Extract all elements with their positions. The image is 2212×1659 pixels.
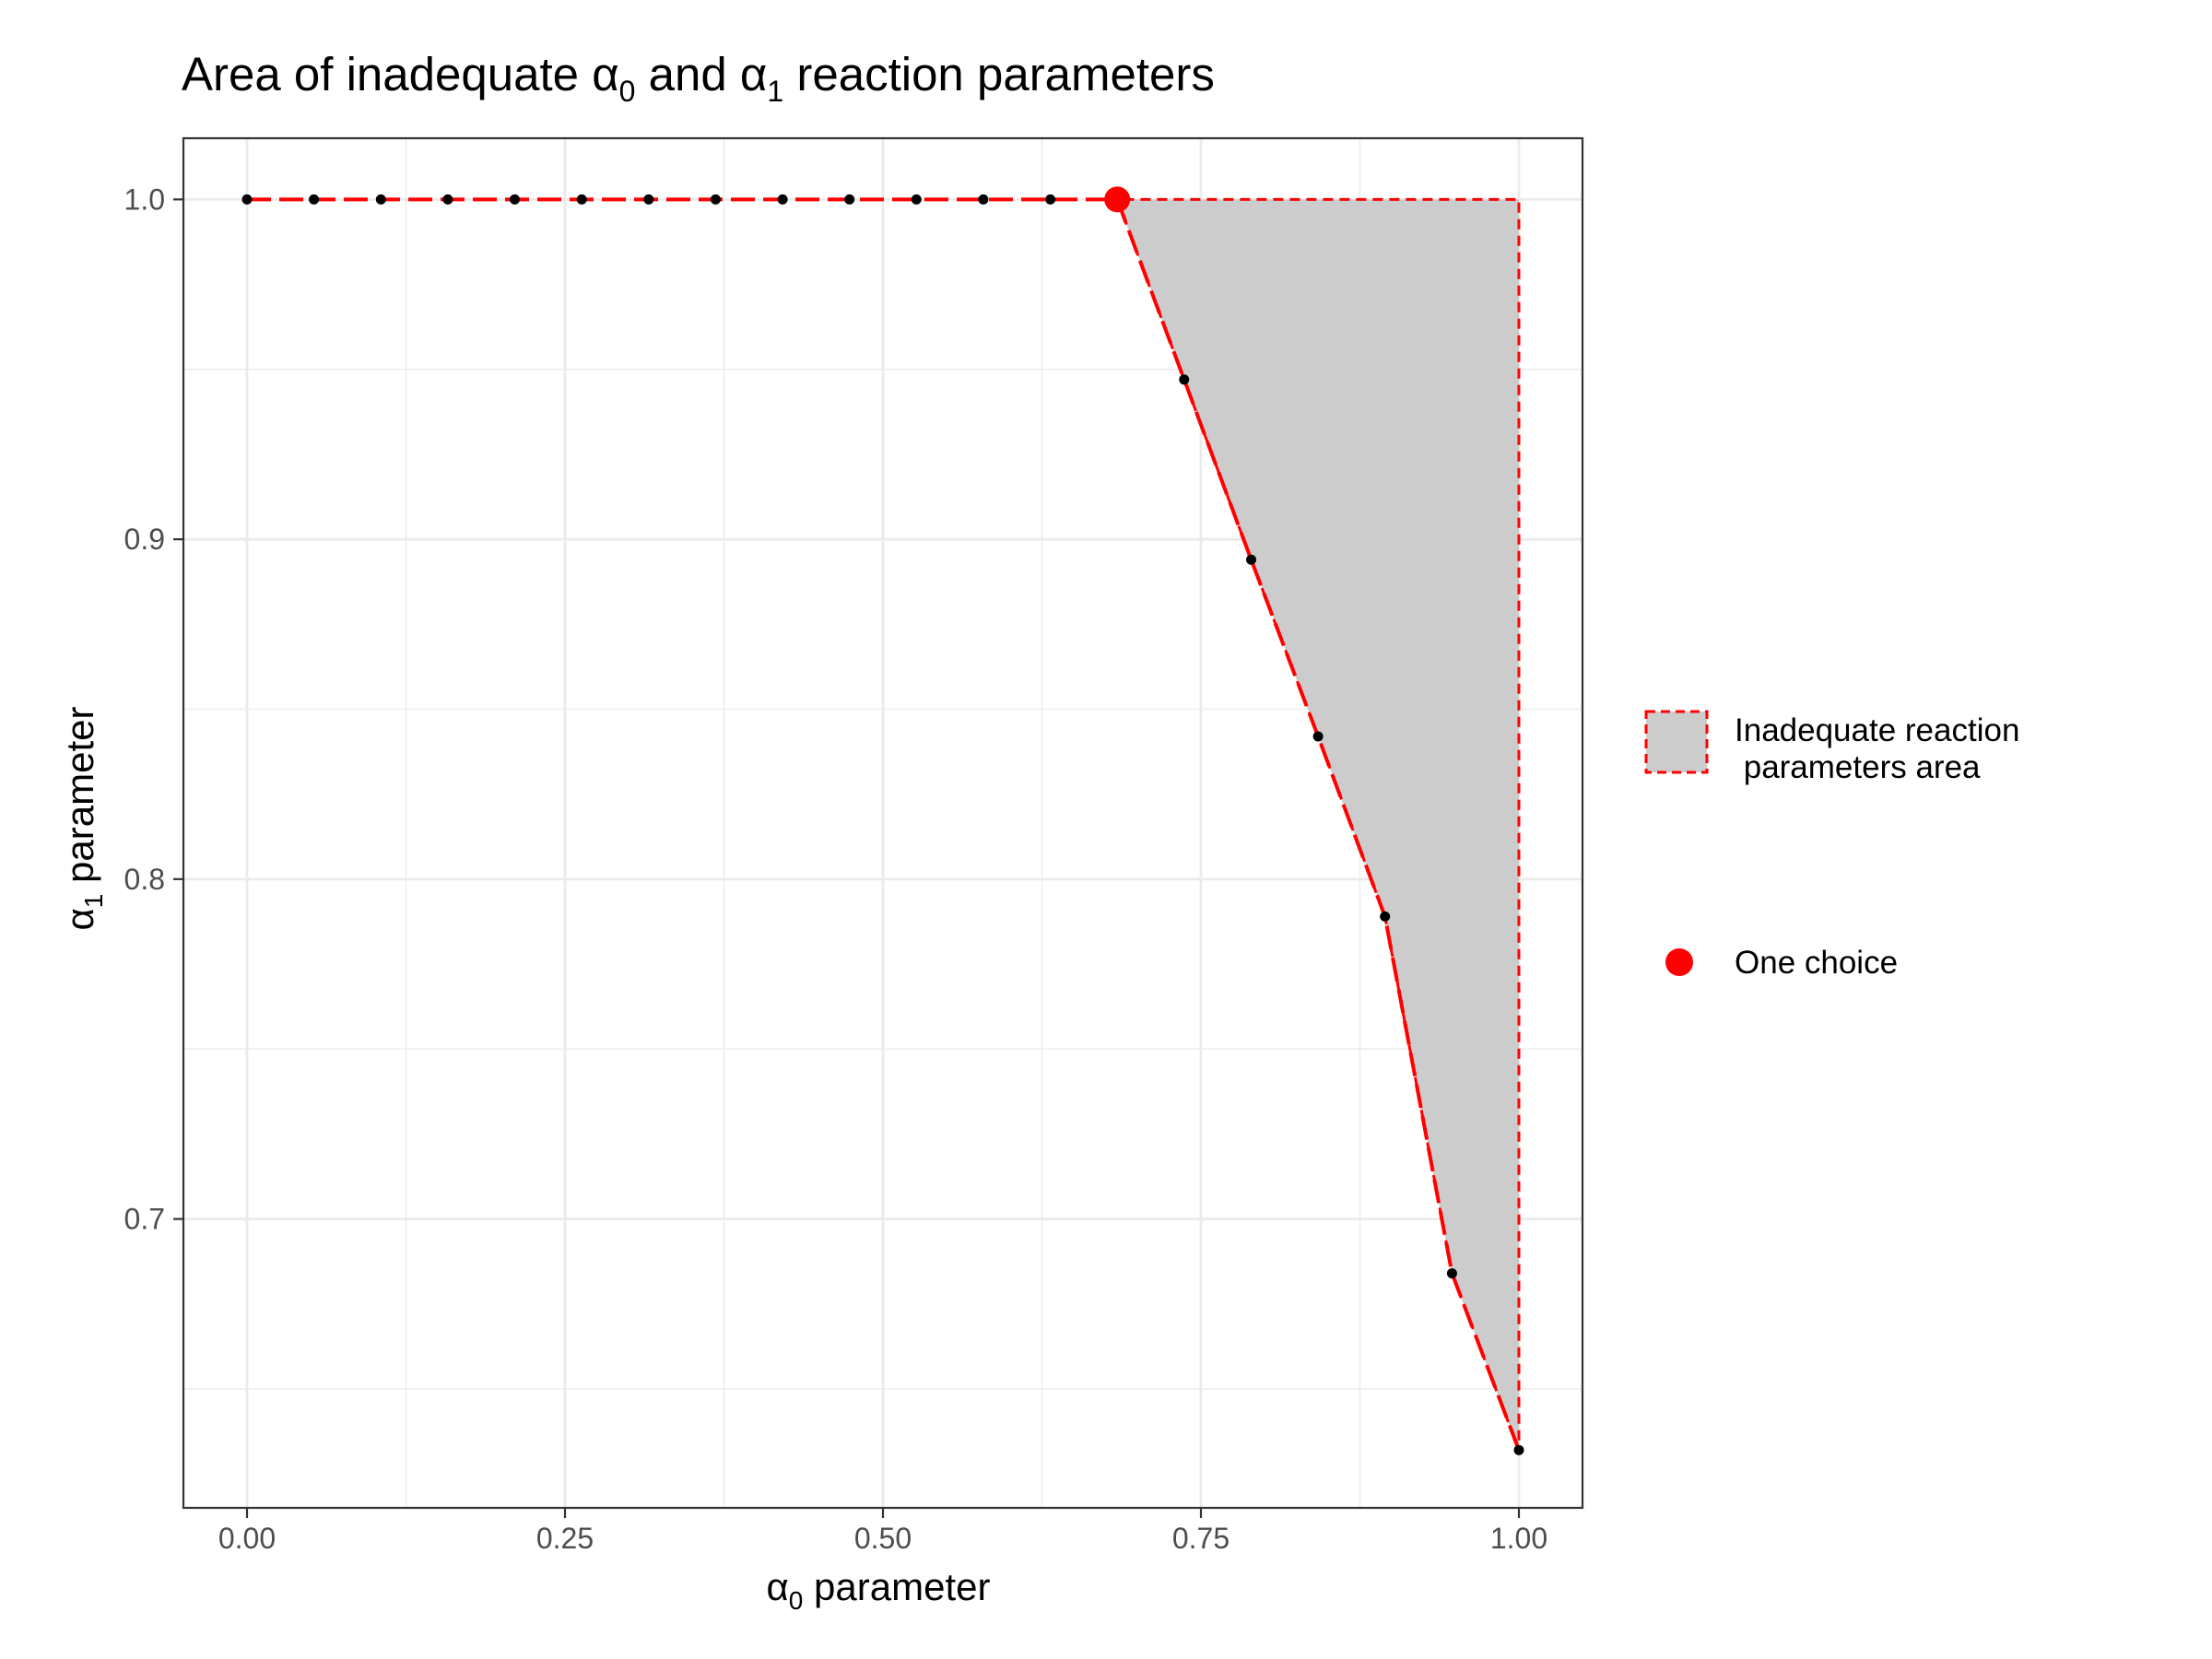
boundary-point [710,194,721,205]
boundary-point [1179,374,1190,385]
boundary-line-layer [247,197,1521,1452]
boundary-point [1312,731,1324,742]
boundary-point [442,194,453,205]
x-axis-title: α0 parameter [767,1565,991,1615]
plot-panel [182,136,1584,1510]
y-tick-label: 1.0 [124,182,165,216]
boundary-point [1513,1444,1524,1455]
x-tick-label: 0.50 [854,1522,912,1555]
boundary-point [844,194,855,205]
chart-title: Area of inadequate α0 and α1 reaction pa… [182,48,1215,108]
x-axis: 0.00 0.25 0.50 0.75 1.00 [218,1508,1547,1555]
boundary-point [309,194,320,205]
boundary-point [911,194,922,205]
boundary-points-layer [241,194,1524,1455]
highlight-point-one-choice [1104,186,1131,213]
boundary-point [1446,1268,1457,1279]
boundary-point [1380,911,1391,922]
highlight-layer [1104,186,1131,213]
legend-label-region: Inadequate reaction parameters area [1735,712,2029,785]
y-axis-title: α1 parameter [58,707,108,931]
y-tick-label: 0.9 [124,523,165,556]
legend-key-highlight [1665,948,1693,976]
y-axis: 0.7 0.8 0.9 1.0 [124,182,183,1236]
y-tick-label: 0.7 [124,1203,165,1236]
x-tick-label: 1.00 [1490,1522,1547,1555]
boundary-point [1246,554,1257,565]
legend-label-highlight: One choice [1735,945,1898,981]
x-tick-label: 0.25 [536,1522,594,1555]
x-tick-label: 0.75 [1172,1522,1230,1555]
boundary-point [643,194,654,205]
boundary-point [241,194,253,205]
boundary-line [247,197,1521,1452]
boundary-point [509,194,520,205]
y-tick-label: 0.8 [124,863,165,896]
boundary-point [1045,194,1056,205]
legend: Inadequate reaction parameters area One … [1644,710,2029,981]
boundary-point [576,194,587,205]
boundary-point [375,194,386,205]
boundary-point [777,194,788,205]
legend-key-region [1644,710,1709,774]
x-tick-label: 0.00 [218,1522,276,1555]
boundary-point [978,194,989,205]
